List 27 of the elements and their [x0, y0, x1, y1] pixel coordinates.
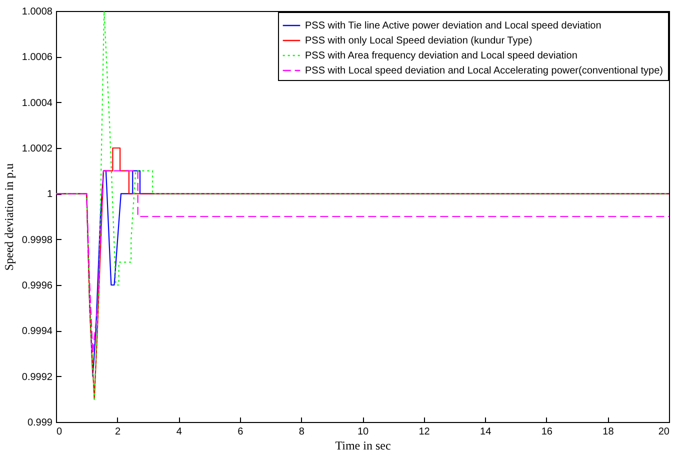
- x-tick-label: 6: [238, 426, 244, 438]
- y-tick-label: 0.9992: [22, 372, 53, 383]
- y-tick-label: 0.9996: [22, 280, 53, 292]
- x-tick-label: 20: [658, 426, 670, 438]
- legend-label: PSS with Local speed deviation and Local Accelerating power(conventional type): [305, 66, 663, 76]
- y-tick-label: 0.9994: [22, 326, 53, 338]
- x-tick-label: 12: [418, 426, 430, 438]
- x-tick-label: 10: [357, 426, 369, 438]
- legend-label: PSS with Area frequency deviation and Local speed deviation: [305, 50, 578, 62]
- x-tick-label: 16: [541, 426, 553, 438]
- y-tick-label: 1.0002: [22, 144, 53, 154]
- y-tick-label: 1: [46, 189, 53, 200]
- y-tick-label: 0.999: [27, 418, 53, 428]
- y-tick-label: 1.0006: [22, 52, 53, 64]
- x-tick-label: 18: [602, 426, 614, 438]
- x-tick-label: 14: [480, 426, 492, 438]
- x-tick-label: 2: [115, 426, 122, 438]
- y-axis-title: Speed deviation in p.u: [2, 163, 16, 271]
- y-tick-label: 1.0004: [22, 98, 53, 109]
- legend-label: PSS with Tie line Active power deviation and Local speed deviation: [305, 20, 602, 32]
- y-tick-label: 0.9998: [22, 234, 53, 246]
- x-tick-label: 0: [56, 426, 62, 438]
- x-axis-title: Time in sec: [335, 438, 391, 452]
- x-tick-label: 8: [298, 426, 305, 438]
- legend-label: PSS with only Local Speed deviation (kundur Type): [305, 36, 532, 46]
- y-tick-label: 1.0008: [22, 6, 53, 18]
- x-tick-label: 4: [176, 426, 182, 438]
